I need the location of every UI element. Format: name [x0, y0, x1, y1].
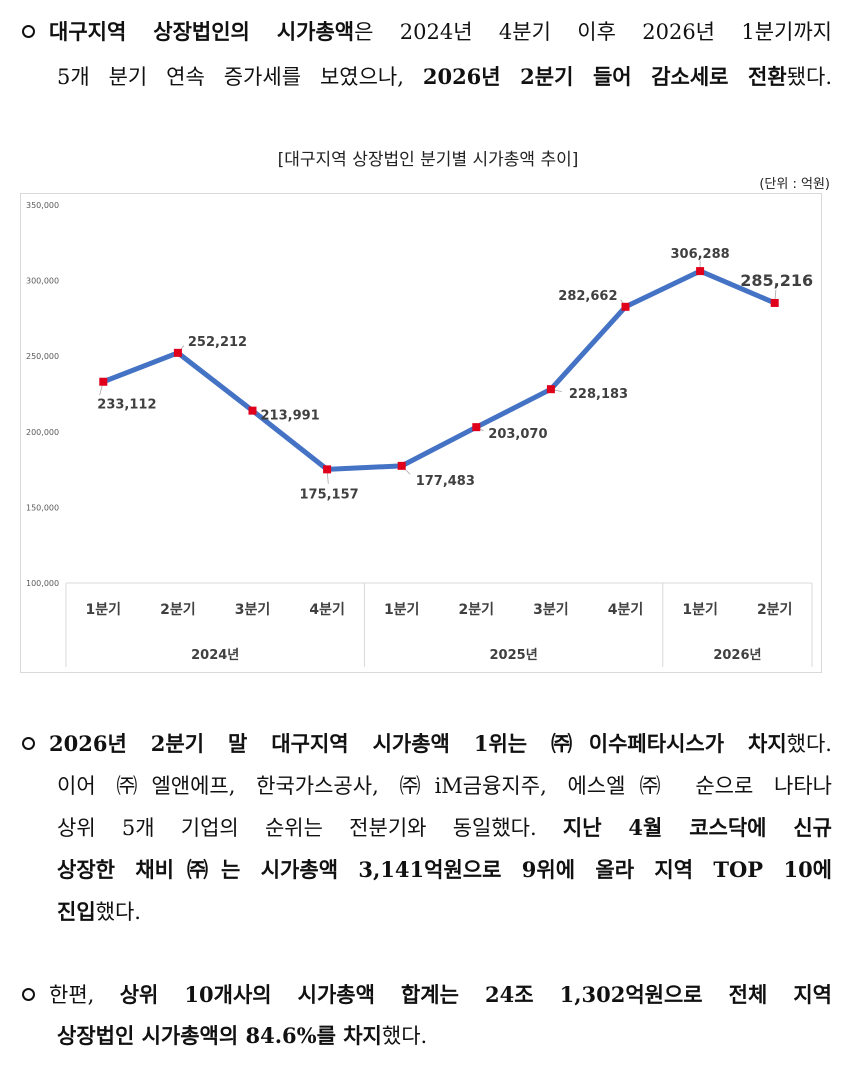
data-label: 233,112	[97, 398, 156, 413]
circle-bullet-icon	[22, 25, 35, 38]
ranking-end-1: 했다.	[786, 732, 832, 756]
x-tick-label: 1분기	[384, 602, 420, 618]
intro-text-end: 됐다.	[786, 65, 833, 89]
top10-text-1: 한편,	[49, 983, 120, 1007]
y-tick-label: 150,000	[26, 503, 59, 512]
top10-bold-2: 상장법인 시가총액의 84.6%를 차지	[57, 1023, 382, 1048]
intro-text: 은 2024년 4분기 이후 2026년 1분기까지	[354, 20, 832, 44]
y-tick-label: 100,000	[26, 579, 59, 588]
data-point-marker	[173, 348, 182, 357]
data-point-marker	[696, 267, 705, 276]
ranking-bold-1: 2026년 2분기 말 대구지역 시가총액 1위는 ㈜이수페타시스가 차지	[49, 731, 787, 756]
data-label: 282,662	[558, 289, 617, 304]
x-tick-label: 2분기	[757, 602, 793, 618]
ranking-bold-5: 진입	[57, 899, 96, 924]
data-label: 306,288	[670, 247, 729, 262]
intro-text-2: 5개 분기 연속 증가세를 보였으나,	[57, 65, 423, 89]
chart-frame	[20, 193, 822, 673]
top10-line-1: 한편, 상위 10개사의 시가총액 합계는 24조 1,302억원으로 전체 지…	[22, 980, 832, 1010]
data-label: 177,483	[416, 474, 475, 489]
x-group-label: 2024년	[191, 648, 239, 663]
top10-end-2: 했다.	[381, 1024, 428, 1048]
ranking-line-2: 이어 ㈜엘앤에프, 한국가스공사, ㈜iM금융지주, 에스엘㈜ 순으로 나타나	[57, 774, 832, 798]
data-point-marker	[770, 298, 779, 307]
data-label: 228,183	[569, 387, 628, 402]
data-point-marker	[323, 465, 332, 474]
ranking-end-5: 했다.	[95, 900, 141, 924]
y-tick-label: 250,000	[26, 352, 59, 361]
data-point-marker	[397, 461, 406, 470]
chart-unit: (단위 : 억원)	[759, 177, 830, 192]
x-tick-label: 1분기	[86, 602, 122, 618]
series-line	[102, 268, 776, 472]
intro-bold-text: 대구지역 상장법인의 시가총액	[49, 19, 355, 44]
intro-line-1: 대구지역 상장법인의 시가총액은 2024년 4분기 이후 2026년 1분기까…	[22, 17, 832, 47]
circle-bullet-icon	[22, 737, 35, 750]
x-tick-label: 3분기	[235, 602, 271, 618]
top10-line-2: 상장법인 시가총액의 84.6%를 차지했다.	[57, 1021, 427, 1051]
ranking-line-4: 상장한 채비㈜는 시가총액 3,141억원으로 9위에 올라 지역 TOP 10…	[57, 857, 832, 882]
intro-line-2: 5개 분기 연속 증가세를 보였으나, 2026년 2분기 들어 감소세로 전환…	[57, 62, 832, 92]
x-group-label: 2026년	[713, 648, 761, 663]
x-tick-label: 2분기	[160, 602, 196, 618]
y-tick-label: 200,000	[26, 428, 59, 437]
data-point-marker	[248, 406, 257, 415]
data-label: 203,070	[488, 427, 547, 442]
x-tick-label: 1분기	[682, 602, 718, 618]
data-point-marker	[99, 377, 108, 386]
x-tick-label: 4분기	[309, 602, 345, 618]
x-tick-label: 3분기	[533, 602, 569, 618]
chart-title: [대구지역 상장법인 분기별 시가총액 추이]	[277, 150, 579, 170]
data-label: 252,212	[188, 335, 247, 350]
ranking-line-5: 진입했다.	[57, 897, 141, 927]
ranking-line-1: 2026년 2분기 말 대구지역 시가총액 1위는 ㈜이수페타시스가 차지했다.	[22, 729, 832, 759]
x-tick-label: 4분기	[608, 602, 644, 618]
circle-bullet-icon	[22, 988, 35, 1001]
ranking-line-3: 상위 5개 기업의 순위는 전분기와 동일했다. 지난 4월 코스닥에 신규	[57, 813, 832, 843]
y-tick-label: 350,000	[26, 201, 59, 210]
data-label: 285,216	[740, 271, 813, 290]
top10-bold-1: 상위 10개사의 시가총액 합계는 24조 1,302억원으로 전체 지역	[119, 982, 832, 1007]
data-point-marker	[546, 385, 555, 394]
y-tick-label: 300,000	[26, 277, 59, 286]
x-group-label: 2025년	[490, 648, 538, 663]
x-tick-label: 2분기	[459, 602, 495, 618]
ranking-bold-3: 지난 4월 코스닥에 신규	[562, 815, 832, 840]
ranking-text-3: 상위 5개 기업의 순위는 전분기와 동일했다.	[57, 816, 563, 840]
data-label: 213,991	[261, 409, 320, 424]
data-point-marker	[621, 302, 630, 311]
intro-bold-text-2: 2026년 2분기 들어 감소세로 전환	[422, 64, 787, 89]
line-chart: 350,000 300,000 250,000 200,000 150,000 100,0…	[20, 193, 822, 673]
data-label: 175,157	[299, 487, 358, 502]
data-point-marker	[472, 423, 481, 432]
